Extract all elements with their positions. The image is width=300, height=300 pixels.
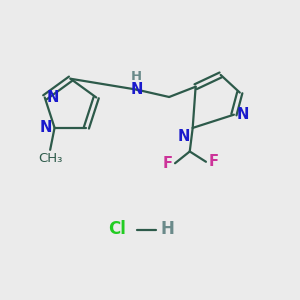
Text: N: N <box>236 107 249 122</box>
Text: Cl: Cl <box>109 220 126 238</box>
Text: H: H <box>160 220 174 238</box>
Text: N: N <box>40 120 52 135</box>
Text: CH₃: CH₃ <box>38 152 62 165</box>
Text: N: N <box>178 129 190 144</box>
Text: N: N <box>47 90 59 105</box>
Text: N: N <box>130 82 143 97</box>
Text: F: F <box>208 154 218 169</box>
Text: F: F <box>163 156 173 171</box>
Text: H: H <box>131 70 142 83</box>
